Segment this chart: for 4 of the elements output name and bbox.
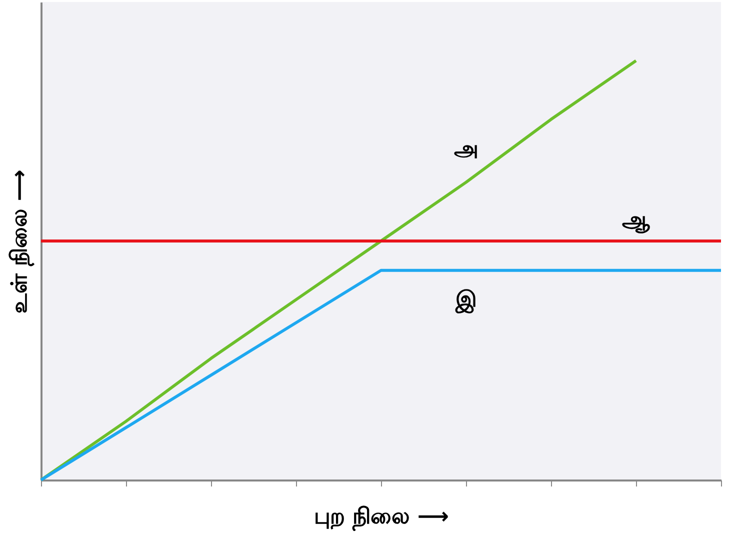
- series-label: இ: [454, 288, 476, 314]
- series-label: ஆ: [622, 208, 650, 234]
- series-label: அ: [454, 136, 478, 162]
- y-axis-title: உள் நிலை ⟶: [8, 170, 34, 314]
